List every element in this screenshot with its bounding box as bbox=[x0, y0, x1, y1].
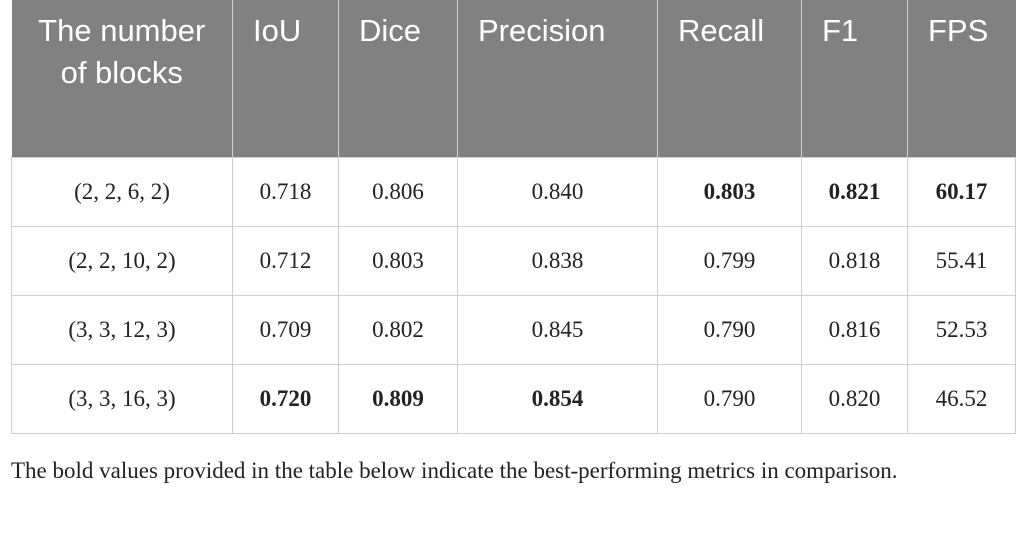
table-cell: 0.718 bbox=[232, 156, 339, 227]
table-cell: 0.790 bbox=[657, 363, 802, 434]
table-cell: 0.840 bbox=[457, 156, 658, 227]
header-row: The number of blocks IoU Dice Precision Reca… bbox=[11, 0, 1016, 157]
table-cell: 0.806 bbox=[338, 156, 458, 227]
table-cell: 0.820 bbox=[801, 363, 908, 434]
table-row: (2, 2, 10, 2) 0.712 0.803 0.838 0.799 0.818 55… bbox=[11, 225, 1016, 296]
table-cell: 0.709 bbox=[232, 294, 339, 365]
header-cell: Recall bbox=[657, 0, 802, 157]
header-cell: The number of blocks bbox=[11, 0, 233, 157]
table-cell: 60.17 bbox=[907, 156, 1016, 227]
table-cell: (3, 3, 16, 3) bbox=[11, 363, 233, 434]
table-cell: 0.821 bbox=[801, 156, 908, 227]
table-cell: 0.720 bbox=[232, 363, 339, 434]
table-cell: 46.52 bbox=[907, 363, 1016, 434]
table-cell: 55.41 bbox=[907, 225, 1016, 296]
table-note: The bold values provided in the table be… bbox=[11, 458, 898, 483]
table-cell: 0.838 bbox=[457, 225, 658, 296]
table-cell: 0.712 bbox=[232, 225, 339, 296]
table-cell: 0.803 bbox=[338, 225, 458, 296]
table-cell: 0.818 bbox=[801, 225, 908, 296]
table-cell: 0.809 bbox=[338, 363, 458, 434]
header-cell: FPS bbox=[907, 0, 1016, 157]
table-cell: (2, 2, 6, 2) bbox=[11, 156, 233, 227]
table-cell: 0.854 bbox=[457, 363, 658, 434]
results-table: The number of blocks IoU Dice Precision Reca… bbox=[11, 0, 1016, 434]
table-cell: 52.53 bbox=[907, 294, 1016, 365]
table-row: (2, 2, 6, 2) 0.718 0.806 0.840 0.803 0.821 60.… bbox=[11, 156, 1016, 227]
table-cell: 0.845 bbox=[457, 294, 658, 365]
table-cell: 0.803 bbox=[657, 156, 802, 227]
header-cell: Dice bbox=[338, 0, 458, 157]
table-body: (2, 2, 6, 2) 0.718 0.806 0.840 0.803 0.821 60.… bbox=[11, 156, 1016, 434]
header-cell: Precision bbox=[457, 0, 658, 157]
header-cell: F1 bbox=[801, 0, 908, 157]
table-cell: (2, 2, 10, 2) bbox=[11, 225, 233, 296]
table-cell: 0.816 bbox=[801, 294, 908, 365]
table-cell: 0.802 bbox=[338, 294, 458, 365]
table-row: (3, 3, 12, 3) 0.709 0.802 0.845 0.790 0.816 52… bbox=[11, 294, 1016, 365]
header-cell: IoU bbox=[232, 0, 339, 157]
table-cell: 0.790 bbox=[657, 294, 802, 365]
table-cell: 0.799 bbox=[657, 225, 802, 296]
table-row: (3, 3, 16, 3) 0.720 0.809 0.854 0.790 0.820 46… bbox=[11, 363, 1016, 434]
table-cell: (3, 3, 12, 3) bbox=[11, 294, 233, 365]
